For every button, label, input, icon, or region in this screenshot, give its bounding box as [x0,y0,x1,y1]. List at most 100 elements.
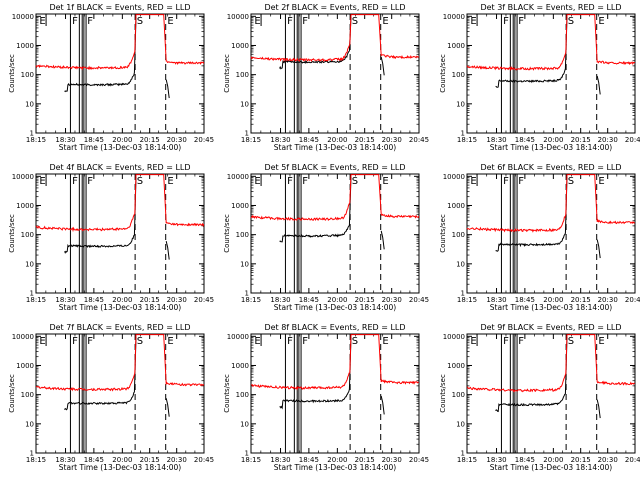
y-tick-label: 1 [245,130,249,138]
y-tick-label: 100 [21,231,34,239]
segment-letter: E [167,336,173,347]
y-tick-label: 100 [236,391,249,399]
segment-letter: F [87,176,93,187]
x-tick-label: 18:45 [84,296,104,304]
segment-letter: F [287,176,293,187]
x-tick-label: 20:30 [382,296,402,304]
segment-letter: F [503,16,509,27]
y-tick-label: 10000 [12,333,34,341]
y-tick-label: 100 [21,391,34,399]
series-events-fragment [596,239,601,259]
series-events-line [495,176,568,252]
segment-letter: E [470,336,476,347]
y-tick-label: 100 [452,71,465,79]
detector-panel-8: Det 8f BLACK = Events, RED = LLD 1 10 100 10… [223,323,429,472]
segment-letter: E [470,176,476,187]
segment-letter: E [470,16,476,27]
panel-title: Det 1f BLACK = Events, RED = LLD [49,3,190,12]
segment-letter: F [302,16,308,27]
x-tick-label: 20:00 [112,456,132,464]
x-axis-label: Start Time (13-Dec-03 18:14:00) [490,143,612,152]
y-tick-label: 10 [240,100,249,108]
y-tick-label: 1000 [447,362,465,370]
series-events-line [64,336,137,411]
plot-frame [250,173,420,294]
segment-letter: F [72,176,78,187]
series-events-line [279,336,352,410]
segment-letter: E [254,336,260,347]
y-axis-label: Counts/sec [439,374,447,413]
x-tick-label: 18:45 [299,456,319,464]
x-tick-label: 18:30 [486,136,506,144]
y-tick-label: 10 [25,100,34,108]
y-tick-label: 10000 [443,173,465,181]
y-tick-label: 10000 [12,173,34,181]
x-tick-label: 20:15 [140,456,160,464]
y-tick-label: 1 [461,450,465,458]
series-events-fragment [380,395,385,415]
y-axis-label: Counts/sec [223,54,231,93]
panel-title: Det 7f BLACK = Events, RED = LLD [49,323,190,332]
detector-panel-7: Det 7f BLACK = Events, RED = LLD 1 10 100 10… [8,323,214,472]
panel-title: Det 6f BLACK = Events, RED = LLD [480,163,621,172]
x-axis-label: Start Time (13-Dec-03 18:14:00) [59,463,181,472]
x-axis-label: Start Time (13-Dec-03 18:14:00) [274,303,396,312]
segment-letter: F [503,176,509,187]
x-tick-label: 20:30 [382,136,402,144]
plot-frame [250,13,420,134]
y-tick-label: 10000 [443,333,465,341]
panel-title: Det 3f BLACK = Events, RED = LLD [480,3,621,12]
segment-letter: S [137,16,143,27]
y-tick-label: 1 [30,290,34,298]
x-tick-label: 18:15 [241,296,261,304]
y-tick-label: 10000 [227,13,249,21]
x-tick-label: 18:30 [55,136,75,144]
series-events-fragment [596,75,601,95]
y-tick-label: 10 [456,420,465,428]
plot-frame [35,173,205,294]
x-tick-label: 20:30 [598,136,618,144]
x-tick-label: 20:15 [140,296,160,304]
y-tick-label: 100 [21,71,34,79]
y-tick-label: 1 [30,450,34,458]
segment-letter: E [39,336,45,347]
detector-panel-5: Det 5f BLACK = Events, RED = LLD 1 10 100 10… [223,163,429,312]
x-tick-label: 20:45 [194,136,214,144]
segment-letter: E [254,176,260,187]
segment-letter: S [568,336,574,347]
segment-letter: E [382,336,388,347]
series-events-line [279,176,352,243]
x-axis-label: Start Time (13-Dec-03 18:14:00) [490,303,612,312]
panel-title: Det 9f BLACK = Events, RED = LLD [480,323,621,332]
series-events-fragment [165,398,170,417]
segment-letter: F [518,176,524,187]
y-tick-label: 1 [30,130,34,138]
series-events-fragment [380,230,385,250]
y-tick-label: 1 [245,450,249,458]
segment-letter: F [87,16,93,27]
y-tick-label: 10000 [227,333,249,341]
detector-panel-4: Det 4f BLACK = Events, RED = LLD 1 10 100 10… [8,163,214,312]
x-tick-label: 20:00 [327,296,347,304]
segment-letter: S [568,176,574,187]
y-tick-label: 1000 [231,42,249,50]
series-events-line [495,16,568,88]
y-tick-label: 100 [452,231,465,239]
panel-title: Det 2f BLACK = Events, RED = LLD [264,3,405,12]
y-tick-label: 100 [236,231,249,239]
x-tick-label: 20:30 [598,456,618,464]
segment-letter: F [302,176,308,187]
panel-title: Det 4f BLACK = Events, RED = LLD [49,163,190,172]
series-events-fragment [596,399,601,419]
plot-frame [466,173,636,294]
x-tick-label: 20:30 [167,456,187,464]
segment-letter: E [167,176,173,187]
x-tick-label: 20:45 [409,136,429,144]
x-tick-label: 20:15 [355,296,375,304]
x-tick-label: 18:15 [457,136,477,144]
series-events-line [279,16,352,70]
series-lld-line [466,174,636,233]
x-tick-label: 20:30 [167,136,187,144]
